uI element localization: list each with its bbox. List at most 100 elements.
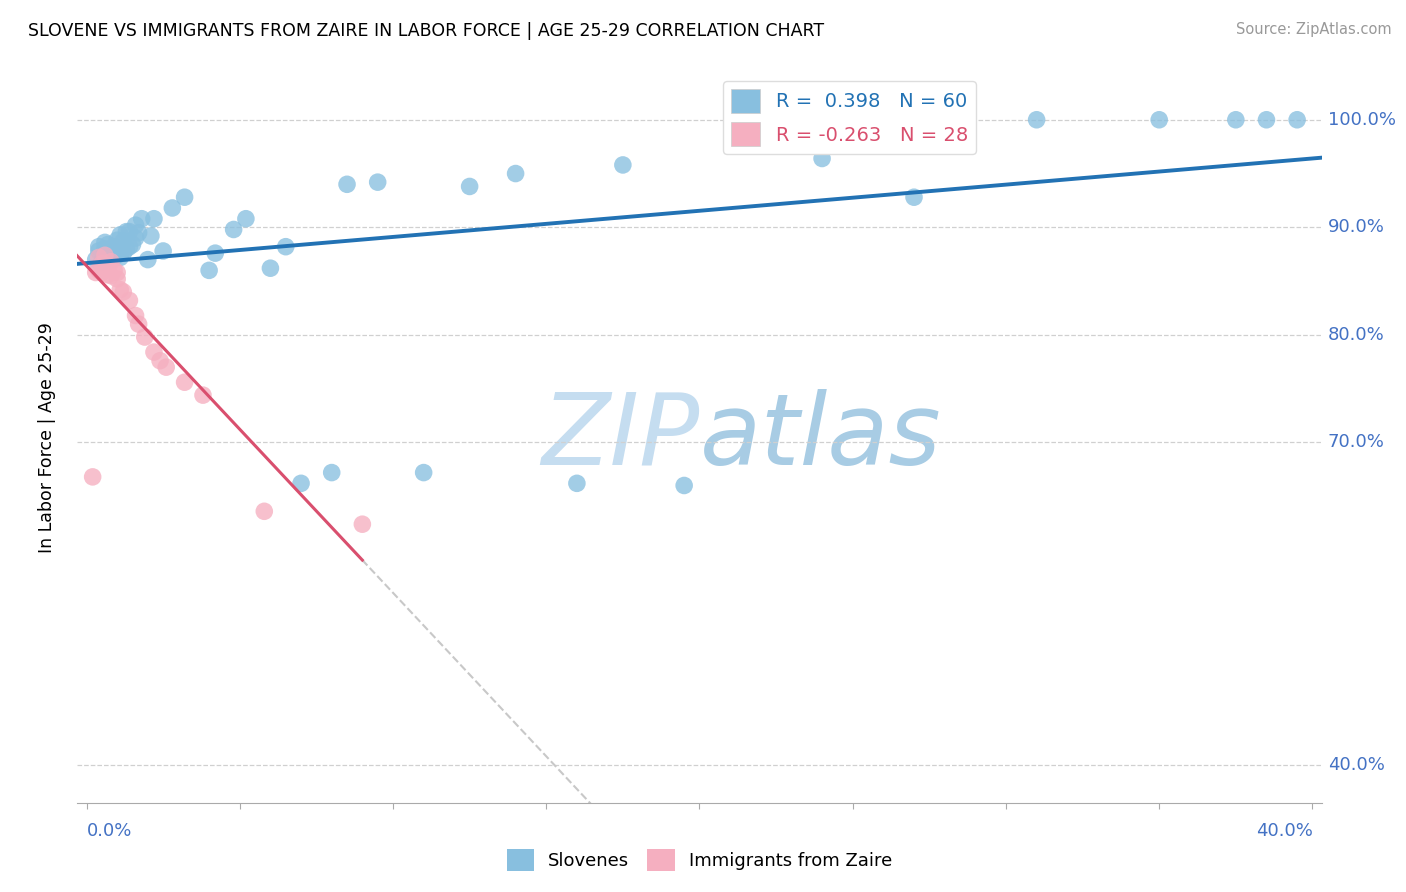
Point [1025, 112, 1047, 127]
Text: 0.0%: 0.0% [87, 822, 132, 840]
Point [142, 211, 165, 226]
Point [112, 235, 135, 249]
Point [87, 240, 110, 254]
Point [198, 263, 221, 277]
Point [87, 244, 110, 258]
Point [100, 252, 122, 267]
Point [321, 466, 343, 480]
Point [118, 225, 141, 239]
Point [142, 345, 165, 359]
Point [128, 226, 150, 240]
Point [235, 211, 257, 226]
Point [103, 247, 125, 261]
Point [124, 218, 146, 232]
Point [903, 190, 925, 204]
Point [811, 152, 834, 166]
Point [115, 242, 138, 256]
Point [673, 478, 696, 492]
Point [103, 263, 125, 277]
Point [1225, 112, 1247, 127]
Point [105, 233, 128, 247]
Point [121, 237, 143, 252]
Point [336, 178, 359, 192]
Point [97, 251, 120, 265]
Point [124, 231, 146, 245]
Point [84, 265, 107, 279]
Legend: Slovenes, Immigrants from Zaire: Slovenes, Immigrants from Zaire [499, 841, 900, 878]
Point [105, 272, 128, 286]
Point [152, 244, 174, 258]
Point [97, 246, 120, 260]
Text: 40.0%: 40.0% [1327, 756, 1385, 774]
Point [173, 375, 195, 389]
Point [612, 158, 634, 172]
Point [162, 201, 184, 215]
Point [173, 190, 195, 204]
Point [1286, 112, 1309, 127]
Point [90, 254, 112, 268]
Point [136, 252, 159, 267]
Point [458, 179, 481, 194]
Text: SLOVENE VS IMMIGRANTS FROM ZAIRE IN LABOR FORCE | AGE 25-29 CORRELATION CHART: SLOVENE VS IMMIGRANTS FROM ZAIRE IN LABO… [28, 22, 824, 40]
Point [97, 268, 120, 282]
Point [97, 237, 120, 252]
Point [134, 330, 156, 344]
Point [259, 261, 281, 276]
Point [110, 227, 132, 242]
Point [105, 248, 128, 262]
Point [155, 360, 177, 375]
Point [112, 246, 135, 260]
Point [84, 252, 107, 267]
Point [128, 317, 150, 331]
Point [90, 265, 112, 279]
Text: Source: ZipAtlas.com: Source: ZipAtlas.com [1236, 22, 1392, 37]
Text: 90.0%: 90.0% [1327, 219, 1385, 236]
Point [139, 228, 162, 243]
Point [105, 265, 128, 279]
Point [110, 242, 132, 256]
Point [100, 244, 122, 258]
Text: atlas: atlas [700, 389, 941, 485]
Point [100, 254, 122, 268]
Point [118, 293, 141, 308]
Text: 40.0%: 40.0% [1256, 822, 1312, 840]
Text: ZIP: ZIP [541, 389, 700, 485]
Point [90, 257, 112, 271]
Text: 100.0%: 100.0% [1327, 111, 1396, 128]
Text: 70.0%: 70.0% [1327, 434, 1385, 451]
Point [1256, 112, 1278, 127]
Point [565, 476, 588, 491]
Point [94, 242, 117, 256]
Point [87, 251, 110, 265]
Point [204, 246, 226, 260]
Point [110, 251, 132, 265]
Point [94, 235, 117, 250]
Point [103, 240, 125, 254]
Point [1147, 112, 1170, 127]
Text: 80.0%: 80.0% [1327, 326, 1385, 344]
Point [112, 285, 135, 299]
Y-axis label: In Labor Force | Age 25-29: In Labor Force | Age 25-29 [38, 322, 56, 552]
Point [505, 167, 527, 181]
Point [253, 504, 276, 518]
Point [94, 247, 117, 261]
Point [97, 259, 120, 273]
Point [734, 112, 756, 127]
Point [110, 283, 132, 297]
Point [352, 517, 374, 532]
Point [131, 211, 153, 226]
Point [367, 175, 389, 189]
Point [412, 466, 434, 480]
Point [94, 248, 117, 262]
Point [118, 240, 141, 254]
Point [87, 263, 110, 277]
Point [124, 309, 146, 323]
Point [191, 388, 214, 402]
Point [100, 268, 122, 283]
Point [290, 476, 312, 491]
Point [274, 240, 297, 254]
Point [94, 261, 117, 276]
Point [149, 353, 172, 368]
Point [82, 470, 104, 484]
Point [222, 222, 245, 236]
